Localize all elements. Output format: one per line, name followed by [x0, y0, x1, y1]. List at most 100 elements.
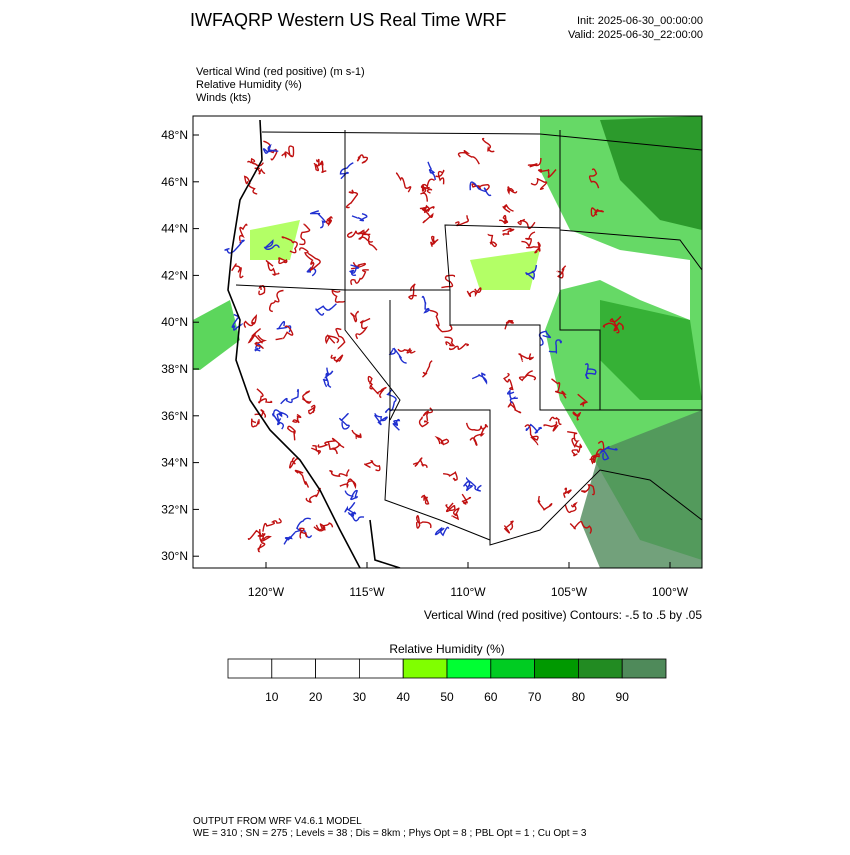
wind-contour	[441, 274, 456, 289]
colorbar-box	[534, 658, 579, 679]
wind-contour	[569, 520, 592, 534]
field-label: Winds (kts)	[196, 92, 251, 104]
colorbar: Relative Humidity (%) 10 20 30 40 50 60 70 80 90	[227, 642, 667, 704]
wind-contour	[430, 235, 439, 247]
wind-contour	[363, 459, 381, 472]
wind-contour	[537, 168, 557, 178]
border	[489, 410, 702, 546]
lat-label: 46°N	[161, 175, 188, 189]
wind-contour	[247, 328, 263, 344]
humid-region	[250, 220, 300, 260]
wind-contour	[289, 456, 299, 469]
wind-contour	[260, 532, 272, 542]
wind-contour	[263, 239, 280, 251]
wind-contour	[487, 233, 498, 248]
wind-contour	[551, 378, 567, 399]
lat-label: 30°N	[161, 549, 188, 563]
wind-contour	[271, 409, 289, 426]
wind-contour	[309, 210, 326, 229]
colorbar-label: 90	[616, 690, 630, 704]
wind-contour	[503, 520, 514, 534]
lat-label: 32°N	[161, 502, 188, 516]
wind-contour	[466, 287, 482, 298]
wind-contour	[335, 327, 346, 350]
wind-contour	[301, 390, 312, 404]
wind-contour	[283, 529, 303, 545]
wind-contour	[278, 257, 288, 265]
wind-contour	[224, 239, 245, 254]
wind-contour	[351, 213, 368, 222]
colorbar-box	[490, 658, 535, 679]
wind-contour	[429, 309, 453, 333]
border	[449, 290, 600, 411]
coastline	[227, 119, 401, 568]
west-coast	[227, 119, 361, 568]
wind-contour	[454, 215, 469, 227]
wind-contour	[254, 167, 266, 175]
wind-contour	[313, 523, 326, 532]
colorbar-box	[227, 658, 273, 679]
wind-contour	[465, 422, 489, 432]
wind-contour	[481, 137, 495, 153]
wind-contour	[412, 457, 428, 468]
wind-contour	[299, 223, 311, 246]
wind-contour	[525, 423, 542, 434]
wind-contour	[268, 289, 284, 313]
wind-contour	[339, 162, 354, 180]
lat-label: 44°N	[161, 222, 188, 236]
wind-contour	[517, 218, 536, 230]
lat-label: 48°N	[161, 128, 188, 142]
colorbar-label: 50	[440, 690, 454, 704]
wind-contour	[339, 478, 357, 490]
wind-contour	[506, 389, 518, 404]
border	[559, 229, 702, 271]
wind-contour	[324, 370, 334, 388]
humid-region	[600, 300, 702, 400]
border	[261, 131, 702, 151]
wind-contour	[281, 236, 298, 254]
wind-contour	[418, 416, 429, 428]
wind-contour	[525, 241, 541, 254]
wind-contour	[256, 388, 273, 404]
colorbar-label: 80	[572, 690, 586, 704]
wind-contour	[504, 319, 514, 330]
wind-contour	[590, 207, 604, 217]
wind-contour	[318, 160, 327, 173]
humid-region	[600, 116, 702, 230]
state-borders	[235, 130, 702, 546]
wind-contour	[329, 469, 350, 477]
footer-line: OUTPUT FROM WRF V4.6.1 MODEL	[193, 816, 362, 827]
contour-note: Vertical Wind (red positive) Contours: -…	[424, 608, 702, 622]
wind-contour	[330, 354, 344, 363]
lon-label: 120°W	[248, 585, 285, 599]
wind-contour	[469, 181, 492, 197]
wind-contour	[457, 149, 480, 165]
lon-label: 110°W	[450, 585, 486, 599]
wind-contour	[348, 264, 360, 277]
colorbar-box	[621, 658, 667, 679]
colorbar-title: Relative Humidity (%)	[389, 642, 504, 656]
colorbar-box	[315, 658, 360, 679]
wind-contour	[392, 418, 401, 431]
footer-line: WE = 310 ; SN = 275 ; Levels = 38 ; Dis …	[193, 828, 587, 839]
wind-contour	[257, 535, 266, 553]
colorbar-label: 10	[265, 690, 279, 704]
wind-contour	[306, 266, 317, 277]
wind-contour	[276, 320, 292, 333]
wind-contour	[420, 494, 430, 505]
colorbar-box	[358, 658, 404, 679]
wind-contour	[355, 317, 371, 340]
wind-contour	[471, 372, 488, 385]
valid-time: Valid: 2025-06-30_22:00:00	[568, 29, 703, 41]
wind-contour	[527, 157, 542, 168]
wind-contour	[521, 231, 536, 248]
wind-contour	[435, 169, 445, 185]
wind-contour	[254, 334, 268, 349]
lat-label: 40°N	[161, 315, 188, 329]
border	[559, 130, 702, 411]
wind-contour	[518, 353, 534, 362]
wind-contour	[427, 161, 436, 180]
lat-label: 34°N	[161, 456, 188, 470]
wind-contour	[350, 269, 369, 286]
wind-contour	[243, 314, 258, 328]
